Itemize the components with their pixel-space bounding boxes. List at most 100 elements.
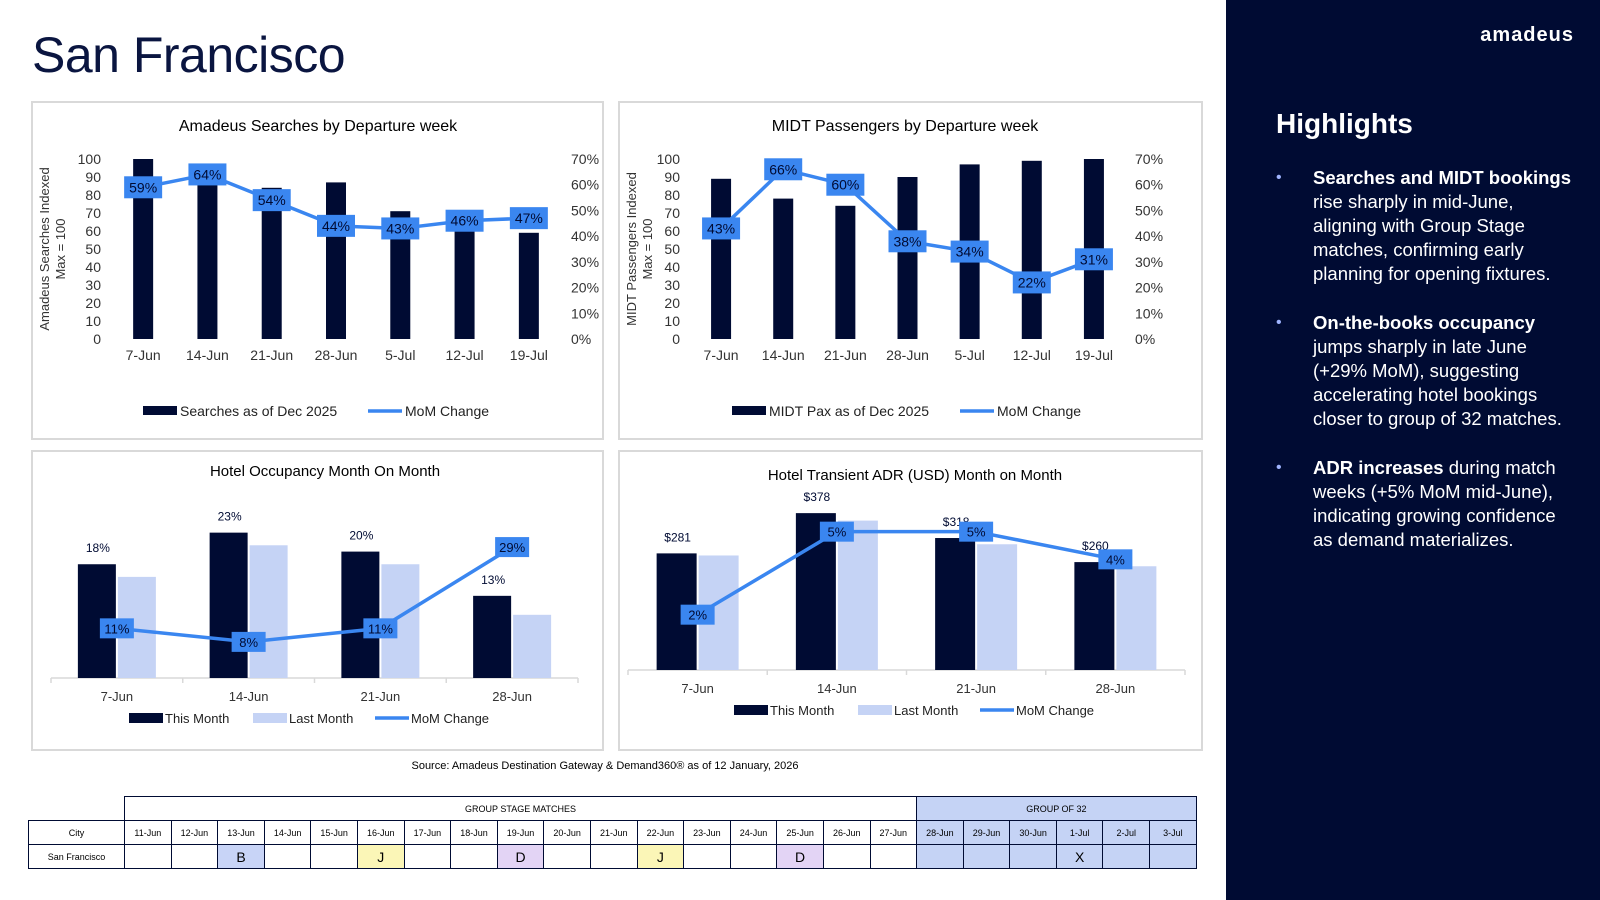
bar — [390, 211, 411, 339]
mom-data-label: 29% — [499, 540, 525, 555]
bar-this-month — [935, 538, 976, 670]
x-tick-label: 7-Jun — [681, 681, 714, 696]
x-tick-label: 14-Jun — [186, 347, 229, 363]
schedule-date-header: 30-Jun — [1009, 820, 1057, 845]
schedule-date-header: 20-Jun — [543, 820, 591, 845]
schedule-match-cell — [403, 844, 452, 869]
y-axis-subtitle: Max = 100 — [53, 218, 68, 279]
mom-label-box — [495, 537, 530, 558]
schedule-date-header: 12-Jun — [170, 820, 219, 845]
mom-data-label: 22% — [1018, 274, 1046, 290]
bar-data-label: $378 — [804, 490, 831, 504]
schedule-match-cell — [1009, 844, 1057, 869]
schedule-date-header: 26-Jun — [822, 820, 871, 845]
bar-data-label: $281 — [664, 530, 691, 544]
mom-change-line — [116, 545, 514, 644]
occupancy-chart-panel: Hotel Occupancy Month On Month 18% 7-Jun 23… — [31, 450, 604, 751]
schedule-match-cell — [1102, 844, 1151, 869]
bar-data-label: 18% — [86, 541, 110, 555]
y-tick-label: 70 — [664, 205, 680, 221]
mom-label-box — [950, 240, 989, 263]
x-tick-label: 28-Jun — [886, 347, 929, 363]
mom-label-box — [888, 230, 927, 253]
legend-label: Last Month — [289, 711, 353, 726]
schedule-match-cell — [450, 844, 498, 869]
legend-swatch-this-month — [129, 713, 163, 723]
schedule-date-header: 24-Jun — [729, 820, 778, 845]
chart-title: Hotel Occupancy Month On Month — [210, 463, 440, 480]
bar-last-month — [249, 545, 288, 678]
bar — [835, 205, 856, 339]
searches-chart: Amadeus Searches by Departure week 0 10 20 3… — [37, 118, 599, 419]
chart-title: Hotel Transient ADR (USD) Month on Month — [768, 467, 1062, 484]
x-tick-label: 21-Jun — [956, 681, 996, 696]
x-tick-label: 14-Jun — [762, 347, 805, 363]
bar-data-label: 20% — [349, 529, 373, 543]
highlight-text: rise sharply in mid-June, aligning with … — [1313, 191, 1551, 284]
x-tick-label: 21-Jun — [250, 347, 293, 363]
mom-label-box — [124, 176, 163, 199]
y-tick-label: 40 — [85, 259, 101, 275]
y-tick-label: 10 — [664, 313, 680, 329]
amadeus-logo: amadeus — [1480, 24, 1574, 46]
bar — [133, 159, 154, 339]
schedule-date-header: 16-Jun — [356, 820, 405, 845]
occupancy-chart: Hotel Occupancy Month On Month 18% 7-Jun 23… — [50, 463, 579, 726]
schedule-match-cell — [1149, 844, 1197, 869]
x-tick-label: 5-Jul — [385, 347, 415, 363]
schedule-date-header: 11-Jun — [124, 820, 172, 845]
searches-chart-panel: Amadeus Searches by Departure week 0 10 20 3… — [31, 101, 604, 440]
mom-label-box — [381, 217, 420, 240]
y-axis-subtitle: Max = 100 — [640, 218, 655, 279]
city-header: City — [28, 820, 125, 845]
schedule-match-cell: J — [636, 844, 685, 869]
y2-tick-label: 70% — [1135, 151, 1163, 167]
bar — [518, 232, 539, 339]
mom-data-label: 34% — [956, 244, 984, 260]
mom-data-label: 43% — [707, 220, 735, 236]
highlights-list: Searches and MIDT bookings rise sharply … — [1276, 166, 1576, 577]
x-tick-label: 19-Jul — [1075, 347, 1113, 363]
schedule-match-cell — [962, 844, 1011, 869]
schedule-date-header: 19-Jun — [496, 820, 545, 845]
y2-tick-label: 70% — [571, 151, 599, 167]
schedule-date-row: City 11-Jun 12-Jun 13-Jun 14-Jun 15-Jun 16-Ju… — [28, 820, 1197, 845]
schedule-date-header: 29-Jun — [962, 820, 1011, 845]
schedule-date-header: 18-Jun — [450, 820, 498, 845]
source-note: Source: Amadeus Destination Gateway & De… — [411, 760, 799, 772]
schedule-group-row: GROUP STAGE MATCHES GROUP OF 32 — [29, 796, 1197, 821]
schedule-match-cell — [543, 844, 591, 869]
bar-this-month — [473, 595, 512, 678]
schedule-match-cell — [589, 844, 638, 869]
mom-label-box — [1098, 549, 1133, 570]
mom-data-label: 11% — [368, 621, 393, 636]
bar — [197, 180, 218, 339]
y-tick-label: 70 — [85, 205, 101, 221]
x-tick-label: 12-Jul — [446, 347, 484, 363]
y-tick-label: 0 — [93, 331, 101, 347]
highlight-bold: Searches and MIDT bookings — [1313, 167, 1572, 188]
mom-data-label: 46% — [451, 213, 479, 229]
y2-tick-label: 20% — [571, 280, 599, 296]
bar-last-month — [513, 614, 552, 678]
group-stage-header: GROUP STAGE MATCHES — [123, 796, 918, 821]
mom-label-box — [1012, 271, 1051, 294]
schedule-match-cell: J — [356, 844, 405, 869]
y-tick-label: 50 — [85, 241, 101, 257]
y-tick-label: 60 — [85, 223, 101, 239]
schedule-date-header: 3-Jul — [1149, 820, 1197, 845]
schedule-match-cell — [683, 844, 731, 869]
y-tick-label: 60 — [664, 223, 680, 239]
y2-tick-label: 50% — [1135, 202, 1163, 218]
legend-label: MoM Change — [405, 403, 489, 419]
x-tick-label: 5-Jul — [954, 347, 984, 363]
legend-label: This Month — [770, 703, 834, 718]
mom-label-box — [252, 189, 291, 212]
highlight-item: Searches and MIDT bookings rise sharply … — [1276, 166, 1576, 286]
mom-label-box — [99, 618, 134, 639]
y-tick-label: 80 — [664, 187, 680, 203]
mom-label-box — [819, 521, 854, 542]
bar-last-month — [1116, 566, 1157, 670]
bar — [326, 182, 346, 339]
mom-data-label: 5% — [827, 525, 846, 540]
